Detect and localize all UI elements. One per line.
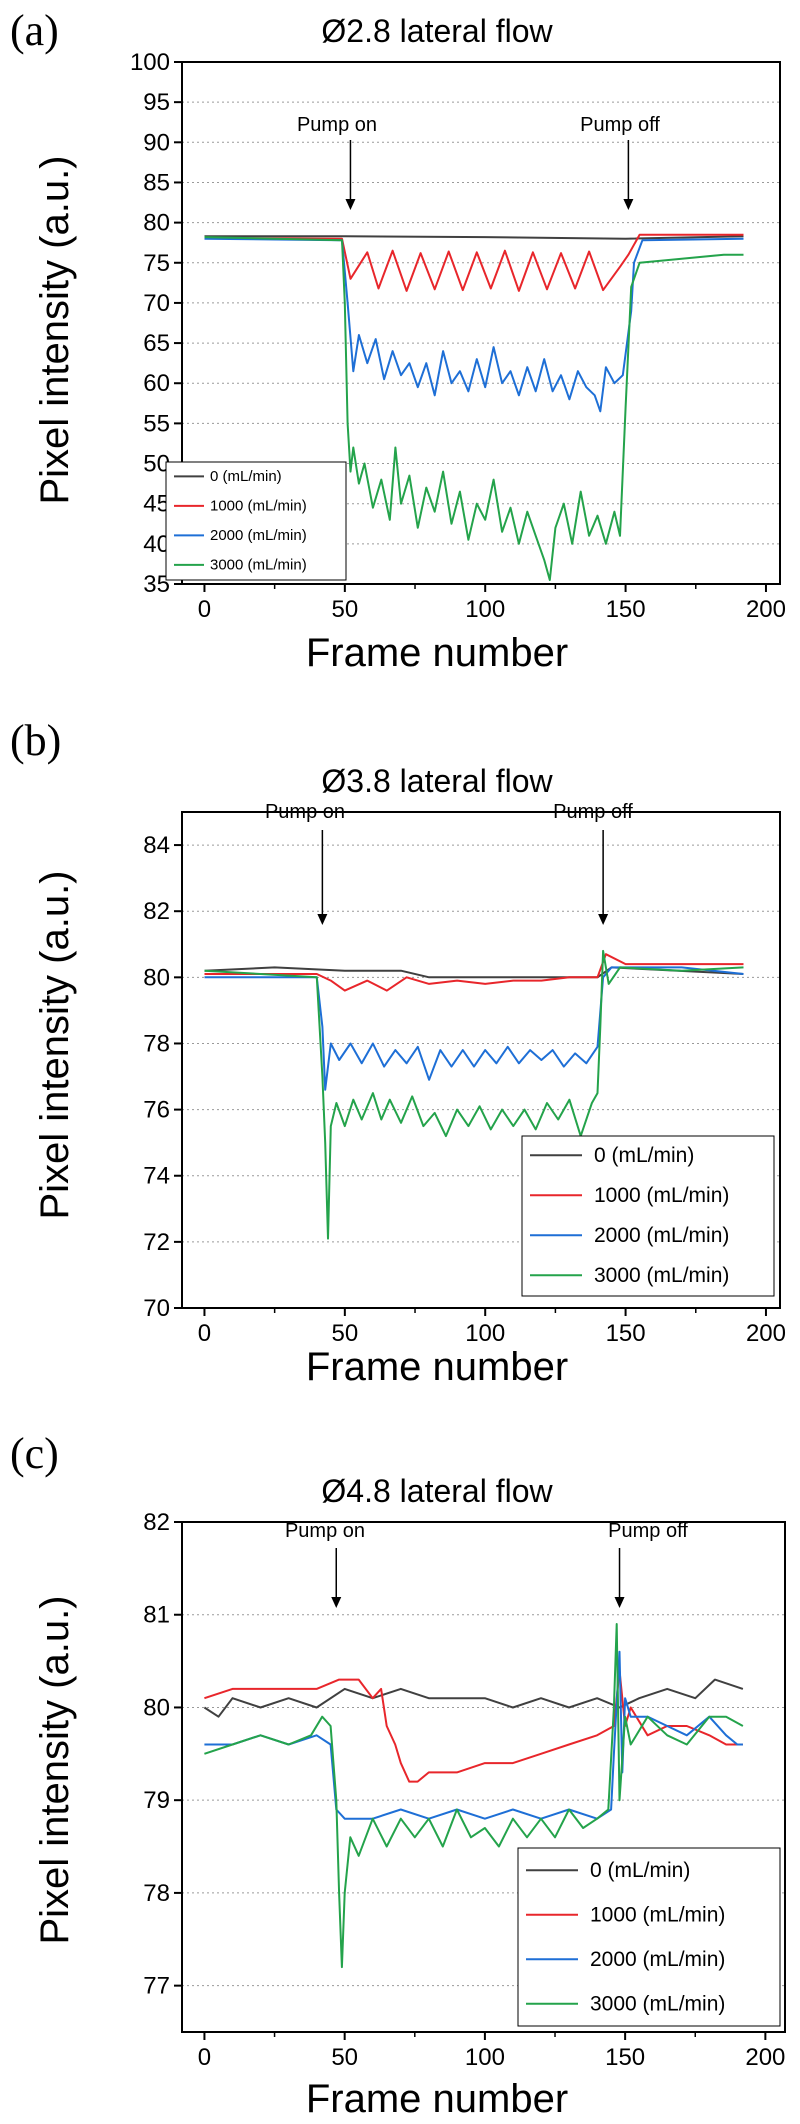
panel-a-x-tick-label: 50	[331, 596, 358, 623]
panel-c-pump-off-arrowhead	[614, 1597, 625, 1608]
panel-b-legend-label: 3000 (mL/min)	[594, 1264, 729, 1287]
panel-a-y-tick-label: 60	[143, 370, 170, 397]
panel-b-legend-box	[521, 1135, 775, 1297]
panel-b-series-line-3	[204, 949, 744, 1240]
panel-a-legend-label: 2000 (mL/min)	[210, 527, 307, 544]
panel-c-y-tick-label: 82	[143, 1509, 170, 1536]
panel-c-x-axis-label: Frame number	[306, 2077, 568, 2121]
panel-c-series-line-2	[204, 1650, 743, 1820]
panel-a-y-tick-label: 90	[143, 129, 170, 156]
panel-a-pump-off-arrowhead	[623, 199, 634, 210]
panel-c-x-tick-label: 0	[198, 2044, 211, 2071]
panel-a-plot-frame	[181, 61, 781, 585]
panel-c-legend-label: 1000 (mL/min)	[590, 1903, 725, 1926]
panel-b-legend-label: 1000 (mL/min)	[594, 1184, 729, 1207]
panel-b-series-line-0	[204, 966, 744, 979]
panel-a-letter: (a)	[10, 6, 59, 55]
panel-b: (b) Ø3.8 lateral flow Frame number Pixel…	[10, 716, 786, 1389]
panel-b-letter: (b)	[10, 716, 61, 765]
panel-c-legend-label: 3000 (mL/min)	[590, 1992, 725, 2015]
panel-b-pump-off-arrowhead	[598, 914, 609, 925]
panel-b-x-axis-label: Frame number	[306, 1345, 568, 1389]
panel-b-legend-label: 0 (mL/min)	[594, 1144, 694, 1167]
panel-a-legend-label: 3000 (mL/min)	[210, 557, 307, 574]
panel-b-x-tick-label: 50	[331, 1320, 358, 1347]
panel-a-x-tick-label: 200	[746, 596, 786, 623]
panel-a-series-line-1	[204, 233, 744, 292]
panel-b-y-tick-label: 84	[143, 832, 170, 859]
panel-a-title: Ø2.8 lateral flow	[321, 13, 553, 49]
panel-a-pump-off-label: Pump off	[580, 114, 660, 136]
panel-a-y-tick-label: 95	[143, 89, 170, 116]
panel-c: (c) Ø4.8 lateral flow Frame number Pixel…	[10, 1429, 786, 2121]
panel-a-series-line-3	[204, 236, 744, 581]
panel-c-x-tick-label: 200	[745, 2044, 785, 2071]
panel-c-x-tick-label: 100	[465, 2044, 505, 2071]
panel-a-y-tick-label: 65	[143, 330, 170, 357]
panel-c-legend-label: 0 (mL/min)	[590, 1859, 690, 1882]
panel-c-pump-on-label: Pump on	[285, 1520, 365, 1542]
panel-c-series-line-3	[204, 1623, 744, 1969]
panel-b-x-tick-label: 150	[606, 1320, 646, 1347]
panel-c-y-tick-label: 79	[143, 1787, 170, 1814]
panel-a-y-tick-label: 80	[143, 210, 170, 237]
panel-a-y-axis-label: Pixel intensity (a.u.)	[33, 155, 77, 504]
panel-c-series-line-0	[203, 1678, 744, 1718]
panel-a-series-line-2	[204, 237, 744, 413]
panel-c-legend-box	[517, 1847, 781, 2027]
panel-b-y-tick-label: 82	[143, 898, 170, 925]
panel-b-legend-label: 2000 (mL/min)	[594, 1224, 729, 1247]
panel-a-x-tick-label: 150	[606, 596, 646, 623]
panel-a-pump-on-arrowhead	[345, 199, 356, 210]
panel-c-y-tick-label: 81	[143, 1602, 170, 1629]
panel-b-y-tick-label: 76	[143, 1097, 170, 1124]
panel-b-x-tick-label: 100	[465, 1320, 505, 1347]
panel-b-y-tick-label: 70	[143, 1295, 170, 1322]
panel-c-plot-frame	[181, 1521, 786, 2033]
panel-b-title: Ø3.8 lateral flow	[321, 763, 553, 799]
panel-b-y-axis-label: Pixel intensity (a.u.)	[33, 870, 77, 1219]
panel-a-series-line-0	[204, 235, 744, 240]
panel-c-y-tick-label: 77	[143, 1973, 170, 2000]
panel-a-legend-label: 1000 (mL/min)	[210, 498, 307, 515]
panel-b-series-line-1	[204, 953, 744, 992]
panel-c-y-tick-label: 78	[143, 1880, 170, 1907]
panel-b-y-tick-label: 80	[143, 964, 170, 991]
panel-b-series-line-2	[204, 966, 744, 1091]
panel-b-x-tick-label: 200	[746, 1320, 786, 1347]
panel-a: (a) Ø2.8 lateral flow Frame number Pixel…	[10, 6, 786, 675]
panel-c-y-axis-label: Pixel intensity (a.u.)	[33, 1595, 77, 1944]
panel-c-title: Ø4.8 lateral flow	[321, 1473, 553, 1509]
panel-a-x-tick-label: 100	[465, 596, 505, 623]
panel-b-y-tick-label: 74	[143, 1163, 170, 1190]
panel-a-pump-on-label: Pump on	[297, 114, 377, 136]
panel-c-y-tick-label: 80	[143, 1694, 170, 1721]
panel-c-letter: (c)	[10, 1429, 59, 1478]
panel-a-x-tick-label: 0	[198, 596, 211, 623]
panel-c-series-line-1	[204, 1669, 743, 1783]
panel-c-legend-label: 2000 (mL/min)	[590, 1948, 725, 1971]
panel-a-y-tick-label: 75	[143, 250, 170, 277]
panel-a-y-tick-label: 85	[143, 169, 170, 196]
panel-c-pump-off-label: Pump off	[608, 1520, 688, 1542]
panel-a-y-tick-label: 55	[143, 410, 170, 437]
panel-b-pump-on-arrowhead	[317, 914, 328, 925]
panel-b-x-tick-label: 0	[198, 1320, 211, 1347]
panel-a-x-axis-label: Frame number	[306, 631, 568, 675]
panel-a-legend-label: 0 (mL/min)	[210, 468, 282, 485]
panel-c-x-tick-label: 50	[331, 2044, 358, 2071]
panel-a-y-tick-label: 70	[143, 290, 170, 317]
panel-b-y-tick-label: 78	[143, 1030, 170, 1057]
panel-b-y-tick-label: 72	[143, 1229, 170, 1256]
panel-a-y-tick-label: 100	[130, 49, 170, 76]
panel-a-legend-box	[165, 461, 347, 581]
panel-c-x-tick-label: 150	[605, 2044, 645, 2071]
panel-b-plot-frame	[181, 811, 781, 1309]
panel-c-pump-on-arrowhead	[331, 1597, 342, 1608]
